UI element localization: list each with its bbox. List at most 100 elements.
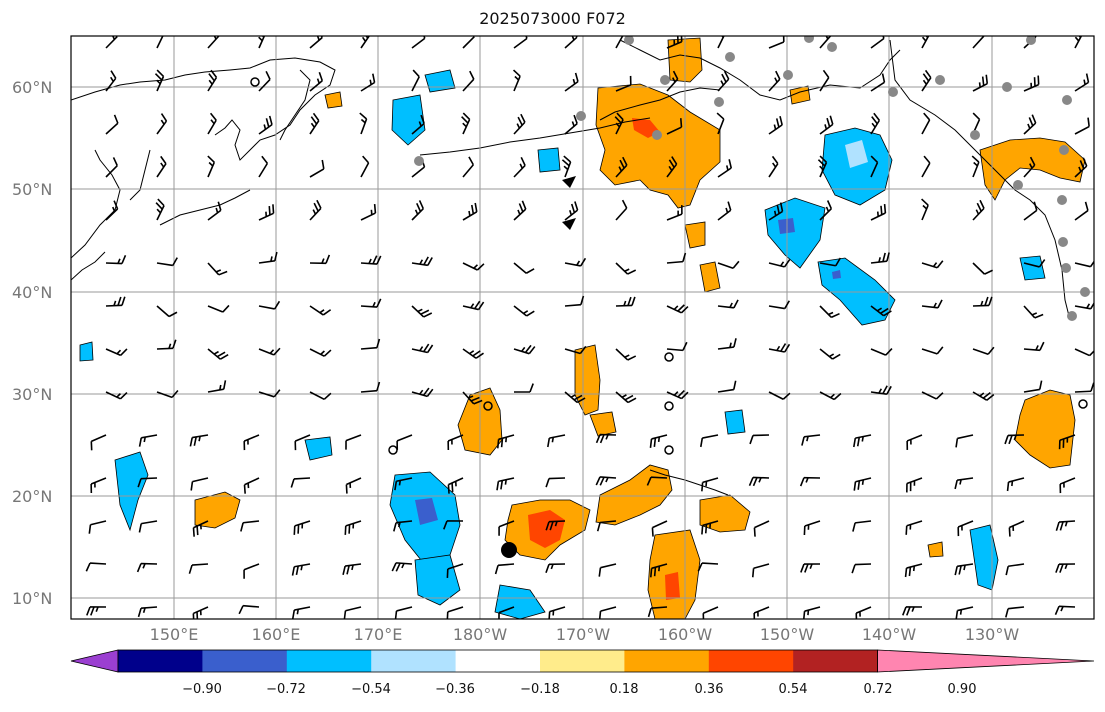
wind-barb bbox=[192, 520, 209, 537]
wind-barb bbox=[393, 520, 413, 532]
station-marker bbox=[888, 87, 898, 97]
wind-barb bbox=[360, 73, 376, 92]
wind-barb bbox=[649, 563, 668, 578]
wind-barb bbox=[105, 391, 128, 400]
wind-barb bbox=[870, 385, 892, 395]
wind-barb bbox=[190, 477, 209, 491]
wind-barb bbox=[411, 200, 425, 221]
wind-barb bbox=[972, 36, 985, 49]
wind-barb bbox=[1023, 156, 1036, 178]
calm-circle bbox=[1078, 399, 1088, 409]
wind-barb bbox=[155, 198, 165, 221]
wind-barb bbox=[870, 73, 886, 92]
lat-tick-label: 50°N bbox=[12, 180, 53, 199]
kamchatka-coastline bbox=[279, 69, 311, 141]
wind-barb bbox=[462, 202, 478, 221]
station-marker bbox=[783, 70, 793, 80]
wind-barb bbox=[596, 520, 617, 532]
wind-barb bbox=[258, 251, 278, 264]
wind-barb bbox=[1023, 341, 1045, 352]
wind-barb bbox=[411, 36, 426, 49]
wind-barb bbox=[666, 341, 688, 352]
wind-barb bbox=[615, 262, 637, 275]
wind-barb bbox=[819, 36, 832, 49]
wind-barb bbox=[666, 205, 683, 221]
calm-circle bbox=[483, 401, 493, 411]
wind-barb bbox=[646, 476, 668, 486]
wind-barb bbox=[156, 113, 168, 135]
wind-barb bbox=[291, 563, 311, 576]
positive-anomaly-region bbox=[1014, 389, 1076, 469]
wind-barb bbox=[293, 520, 311, 535]
station-marker bbox=[1062, 95, 1072, 105]
wind-barb bbox=[717, 70, 730, 92]
wind-barb bbox=[906, 477, 923, 493]
colorbar-tick-label: 0.36 bbox=[694, 682, 724, 697]
colorbar-tick-label: 0.72 bbox=[863, 682, 893, 697]
wind-barb bbox=[666, 389, 689, 400]
wind-barb bbox=[494, 563, 515, 575]
wind-barb bbox=[207, 380, 227, 393]
wind-barb bbox=[768, 343, 791, 353]
wind-barb bbox=[921, 299, 943, 309]
negative-anomaly-region bbox=[304, 436, 333, 461]
station-marker bbox=[624, 36, 634, 45]
wind-barb bbox=[90, 434, 107, 451]
wind-barb bbox=[921, 112, 931, 135]
wind-barb bbox=[188, 563, 209, 574]
wind-barb bbox=[855, 606, 872, 619]
wind-barb bbox=[290, 477, 311, 488]
wind-barb bbox=[545, 520, 566, 531]
wind-barb bbox=[1059, 477, 1076, 494]
wind-barb bbox=[309, 348, 332, 357]
wind-barb bbox=[411, 305, 433, 318]
wind-barb bbox=[207, 304, 230, 313]
positive-anomaly-region bbox=[194, 491, 241, 529]
wind-barb bbox=[905, 520, 923, 535]
wind-barb bbox=[309, 254, 331, 265]
wind-barb bbox=[702, 606, 719, 619]
wind-barb bbox=[972, 74, 989, 92]
wind-barb bbox=[819, 69, 830, 92]
wind-barb bbox=[1023, 75, 1040, 92]
wind-barb bbox=[564, 114, 578, 135]
wind-barb bbox=[649, 434, 668, 448]
wind-barb bbox=[666, 304, 689, 314]
wind-barb bbox=[921, 198, 929, 221]
wind-barb bbox=[768, 36, 785, 49]
wind-barb bbox=[105, 36, 118, 49]
wind-barb bbox=[615, 348, 637, 361]
kuril-islands bbox=[159, 189, 251, 226]
wind-barb bbox=[154, 69, 165, 92]
wind-barb bbox=[701, 477, 719, 492]
positive-anomaly-region bbox=[979, 137, 1086, 201]
wind-barb bbox=[768, 391, 791, 400]
wind-barb bbox=[240, 520, 260, 532]
wind-barb bbox=[394, 606, 413, 619]
wind-barb bbox=[258, 155, 269, 178]
station-markers bbox=[414, 36, 1090, 321]
wind-barb bbox=[360, 255, 382, 265]
wind-barb bbox=[870, 203, 887, 221]
wind-barb bbox=[207, 36, 220, 49]
wind-barb bbox=[717, 299, 739, 309]
negative-anomaly-region bbox=[424, 69, 456, 93]
wind-barb bbox=[870, 155, 879, 178]
wind-barb bbox=[768, 300, 790, 310]
station-marker bbox=[1067, 311, 1077, 321]
wind-barb bbox=[615, 296, 636, 307]
wind-barb bbox=[513, 262, 535, 274]
lat-tick-label: 60°N bbox=[12, 78, 53, 97]
wind-barb bbox=[972, 296, 993, 307]
wind-barb bbox=[819, 348, 841, 360]
wind-barb bbox=[819, 391, 842, 401]
wind-barb bbox=[243, 434, 260, 451]
wind-barb bbox=[748, 476, 770, 487]
wind-barb bbox=[768, 70, 781, 92]
wind-barb bbox=[1004, 434, 1025, 445]
wind-barb bbox=[105, 296, 126, 307]
negative-anomaly-region bbox=[969, 524, 999, 591]
colorbar-tick-label: −0.18 bbox=[520, 682, 560, 697]
positive-anomaly-region bbox=[699, 261, 721, 293]
